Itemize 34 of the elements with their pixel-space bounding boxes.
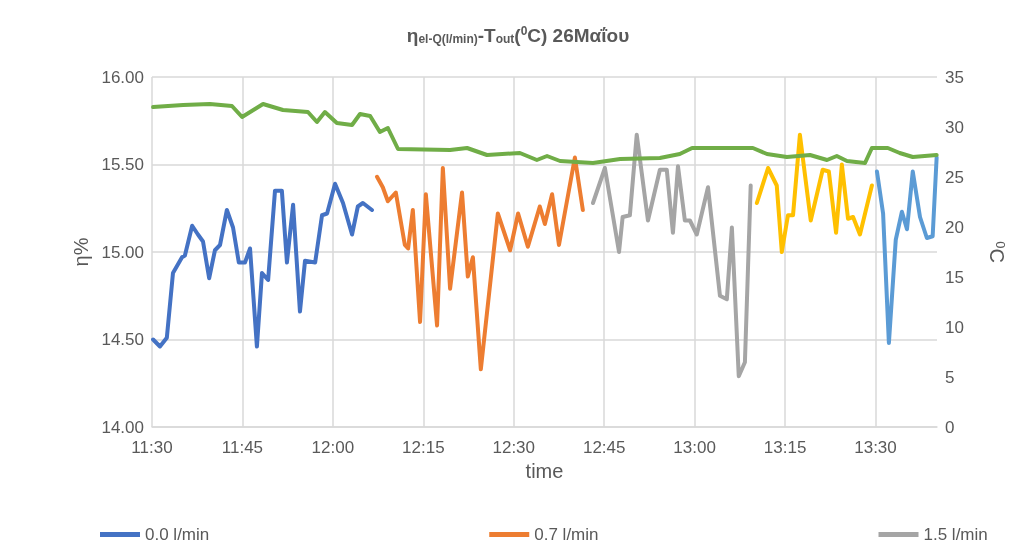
- x-tick-label: 12:15: [402, 438, 445, 457]
- x-tick-label: 12:00: [311, 438, 355, 457]
- y2-tick-label: 25: [945, 167, 964, 187]
- y-tick-label: 14.50: [101, 330, 144, 349]
- y-tick-label: 16.00: [101, 67, 144, 87]
- x-tick-label: 13:30: [854, 438, 897, 457]
- y-tick-label: 14.00: [101, 417, 144, 437]
- x-tick-label: 12:30: [492, 438, 536, 457]
- line-series: [754, 132, 874, 254]
- y-tick-label: 15.00: [101, 242, 144, 262]
- legend-label: 0.0 l/min: [145, 525, 210, 544]
- y2-tick-label: 10: [945, 317, 964, 337]
- line-series: [151, 181, 374, 349]
- x-axis-title: time: [525, 460, 564, 482]
- line-series: [874, 155, 939, 345]
- x-tick-label: 11:30: [131, 438, 173, 457]
- y2-axis-title: 0C: [986, 241, 1008, 263]
- x-tick-label: 13:00: [673, 438, 716, 457]
- x-tick-label: 11:45: [221, 438, 264, 457]
- legend-label: 1.5 l/min: [923, 525, 988, 544]
- y2-tick-label: 35: [945, 67, 964, 87]
- y2-tick-label: 20: [945, 217, 964, 237]
- y2-tick-label: 30: [945, 117, 964, 137]
- line-series: [590, 132, 753, 379]
- x-tick-label: 12:45: [582, 438, 626, 457]
- y2-tick-label: 0: [945, 417, 955, 437]
- x-tick-label: 13:15: [763, 438, 807, 457]
- line-series: [375, 155, 585, 372]
- line-series: [151, 102, 939, 165]
- legend-label: 0.7 l/min: [534, 525, 599, 544]
- y-axis-title: η%: [69, 237, 92, 267]
- y2-tick-label: 15: [945, 267, 964, 287]
- y-tick-label: 15.50: [101, 155, 144, 174]
- y2-tick-label: 5: [945, 367, 955, 387]
